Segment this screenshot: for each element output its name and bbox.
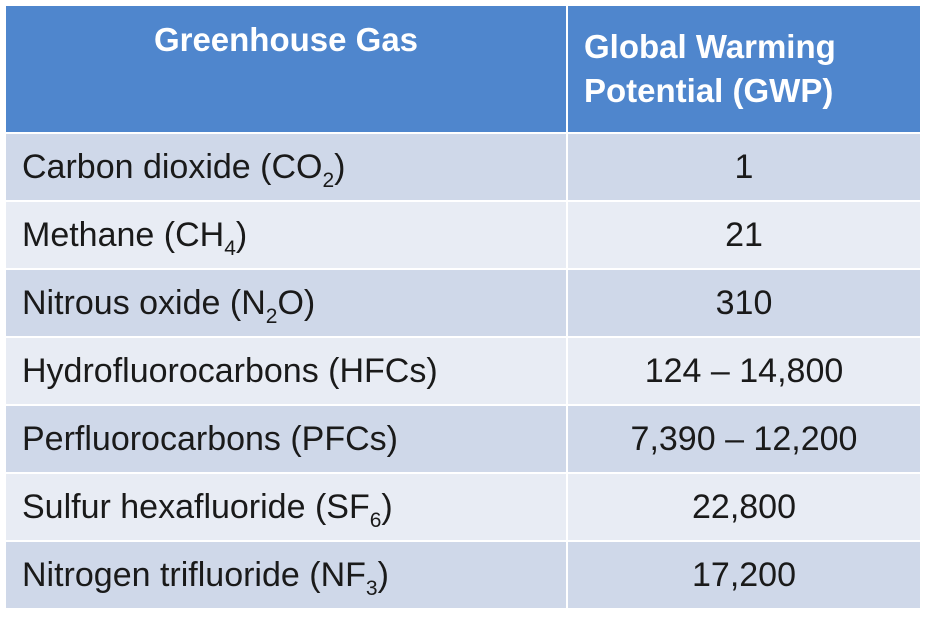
gas-name-tail: ) bbox=[381, 487, 393, 526]
table-row: Nitrous oxide (N2O) 310 bbox=[6, 270, 920, 336]
gas-name-cell: Perfluorocarbons (PFCs) bbox=[6, 406, 566, 472]
gas-subscript: 6 bbox=[369, 508, 382, 532]
table-row: Hydrofluorocarbons (HFCs) 124 – 14,800 bbox=[6, 338, 920, 404]
table-row: Perfluorocarbons (PFCs) 7,390 – 12,200 bbox=[6, 406, 920, 472]
gas-name: Methane (CH bbox=[22, 215, 225, 254]
header-row: Greenhouse Gas Global Warming Potential (… bbox=[6, 6, 920, 132]
gas-name-cell: Hydrofluorocarbons (HFCs) bbox=[6, 338, 566, 404]
table-row: Methane (CH4) 21 bbox=[6, 202, 920, 268]
gwp-table: Greenhouse Gas Global Warming Potential (… bbox=[4, 4, 922, 610]
header-greenhouse-gas: Greenhouse Gas bbox=[6, 6, 566, 132]
gas-name: Nitrogen trifluoride (NF bbox=[22, 555, 366, 594]
gas-subscript: 4 bbox=[224, 236, 236, 260]
gas-name-tail: ) bbox=[334, 147, 346, 186]
table-row: Nitrogen trifluoride (NF3) 17,200 bbox=[6, 542, 920, 608]
gas-name: Sulfur hexafluoride (SF bbox=[22, 487, 370, 526]
gas-name: Carbon dioxide (CO bbox=[22, 147, 323, 186]
gas-name-tail: ) bbox=[377, 555, 389, 594]
gas-name-cell: Sulfur hexafluoride (SF6) bbox=[6, 474, 566, 540]
gwp-value: 7,390 – 12,200 bbox=[568, 406, 920, 472]
table-row: Carbon dioxide (CO2) 1 bbox=[6, 134, 920, 200]
gwp-value: 310 bbox=[568, 270, 920, 336]
header-gwp-line1: Global Warming bbox=[584, 28, 836, 65]
gas-subscript: 2 bbox=[265, 304, 278, 328]
gwp-value: 22,800 bbox=[568, 474, 920, 540]
gas-name-cell: Methane (CH4) bbox=[6, 202, 566, 268]
gwp-value: 17,200 bbox=[568, 542, 920, 608]
gas-name: Perfluorocarbons (PFCs) bbox=[22, 419, 399, 458]
gas-name-tail: O) bbox=[277, 283, 316, 322]
table-row: Sulfur hexafluoride (SF6) 22,800 bbox=[6, 474, 920, 540]
gas-subscript: 3 bbox=[365, 576, 378, 600]
gas-name-cell: Nitrous oxide (N2O) bbox=[6, 270, 566, 336]
header-gwp: Global Warming Potential (GWP) bbox=[568, 6, 920, 132]
gas-subscript: 2 bbox=[322, 168, 335, 192]
gas-name: Nitrous oxide (N bbox=[22, 283, 266, 322]
gwp-value: 124 – 14,800 bbox=[568, 338, 920, 404]
gas-name: Hydrofluorocarbons (HFCs) bbox=[22, 351, 438, 390]
gwp-value: 1 bbox=[568, 134, 920, 200]
gas-name-cell: Carbon dioxide (CO2) bbox=[6, 134, 566, 200]
gas-name-tail: ) bbox=[235, 215, 248, 254]
gwp-value: 21 bbox=[568, 202, 920, 268]
gas-name-cell: Nitrogen trifluoride (NF3) bbox=[6, 542, 566, 608]
header-gwp-line2: Potential (GWP) bbox=[584, 72, 834, 109]
